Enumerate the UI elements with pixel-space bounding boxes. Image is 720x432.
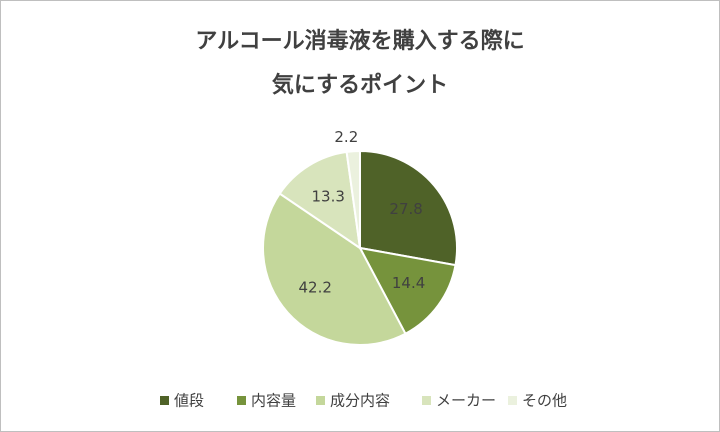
legend-swatch [160,396,169,405]
pie-slice [262,192,407,346]
data-label: 14.4 [392,274,425,292]
legend-label: メーカー [436,392,496,410]
data-label: 13.3 [312,187,345,205]
legend-swatch [237,396,246,405]
legend-label: その他 [522,392,567,410]
chart-title: 気にするポイント [272,72,448,98]
pie-slice [345,149,361,249]
data-label: 42.2 [299,279,332,297]
pie-slice [278,150,362,251]
legend-label: 成分内容 [330,392,390,410]
pie-slice [359,149,458,267]
legend-label: 内容量 [251,392,296,410]
pie-slice [358,246,457,336]
legend-swatch [508,396,517,405]
chart-title: アルコール消毒液を購入する際に [195,28,524,54]
data-label: 2.2 [334,128,358,146]
data-label: 27.8 [389,200,422,218]
legend-label: 値段 [174,392,204,410]
legend-swatch [316,396,325,405]
legend-swatch [422,396,431,405]
